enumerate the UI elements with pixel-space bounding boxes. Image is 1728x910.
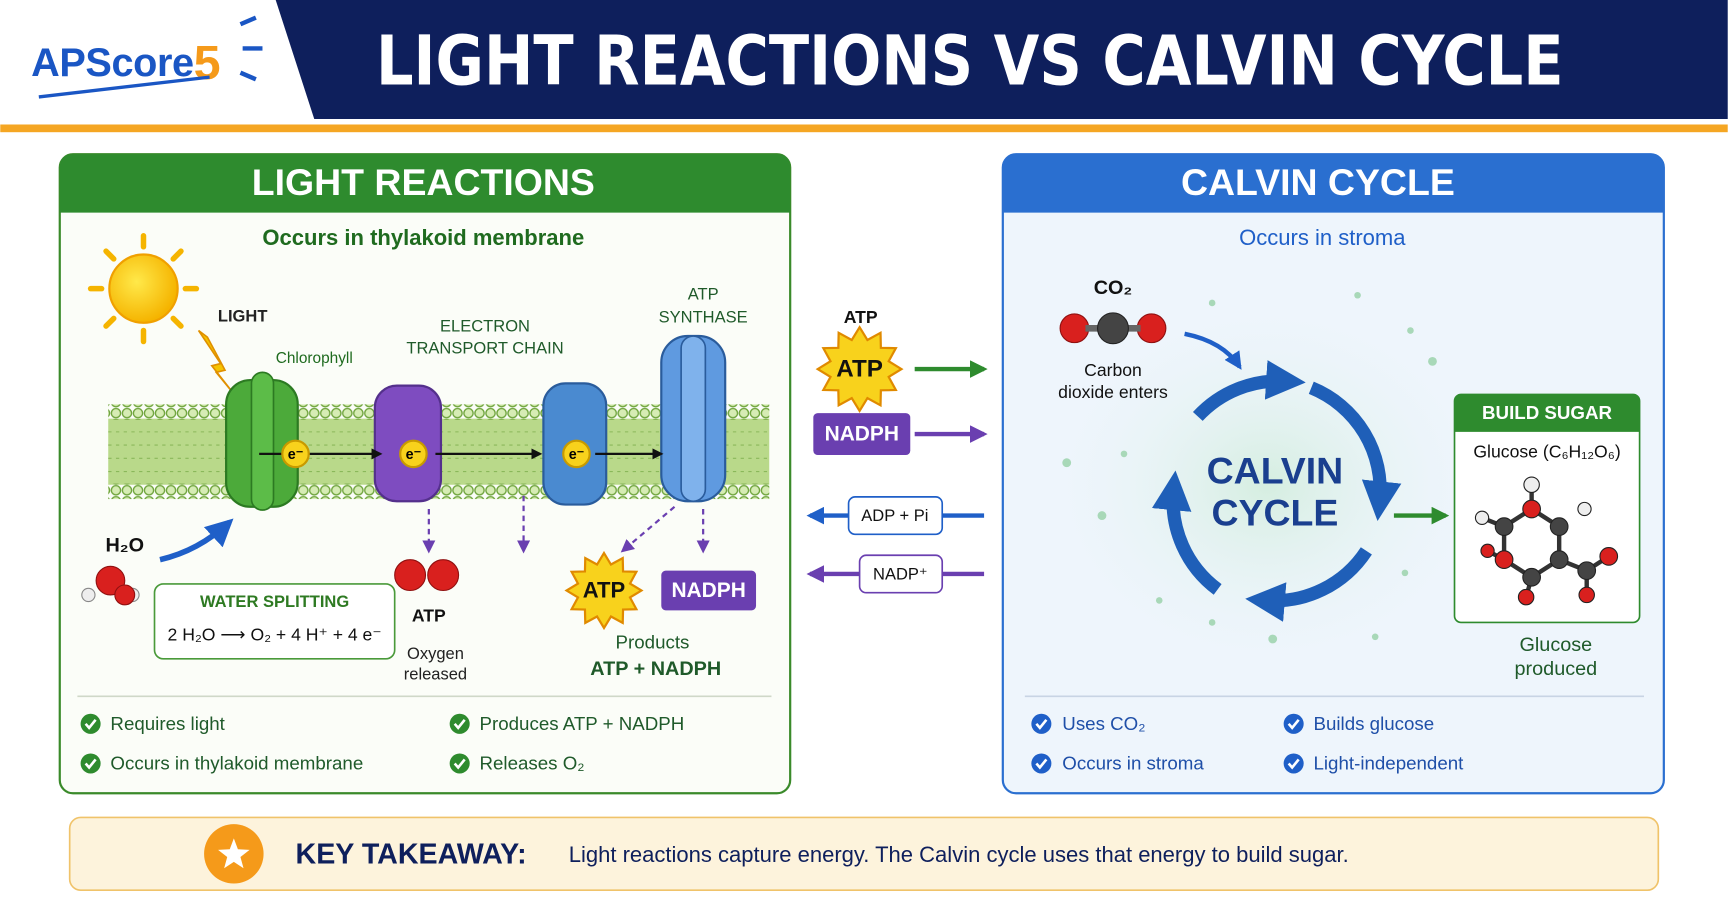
label: ATP: [688, 285, 719, 304]
badge: NADPH: [825, 423, 899, 446]
check-item: Requires light: [110, 713, 225, 734]
check-item: Occurs in stroma: [1062, 753, 1204, 774]
calvin-cycle-panel: CALVIN CYCLE Occurs in stroma CO₂ Carbon…: [1001, 153, 1665, 795]
label: CO₂: [1094, 277, 1133, 299]
badge: ATP: [836, 356, 883, 383]
label: SYNTHASE: [659, 308, 748, 327]
label: Oxygen: [407, 644, 464, 663]
burst: [218, 838, 250, 869]
label: Chlorophyll: [276, 350, 353, 367]
check-item: Produces ATP + NADPH: [480, 713, 685, 734]
transfer: ATP ATP NADPH ADP + Pi NADP⁺: [806, 307, 988, 594]
header: APScore5 LIGHT REACTIONS VS CALVIN CYCLE: [0, 0, 1728, 133]
location: Occurs in stroma: [1239, 225, 1406, 250]
electron: e⁻: [406, 447, 422, 463]
box-title: WATER SPLITTING: [200, 592, 349, 611]
electron: e⁻: [288, 447, 304, 463]
check-item: Occurs in thylakoid membrane: [110, 753, 363, 774]
burst: [564, 550, 644, 631]
electron: e⁻: [569, 447, 585, 463]
label: TRANSPORT CHAIN: [406, 339, 563, 358]
badge: ATP: [583, 577, 625, 602]
label: ELECTRON: [440, 317, 530, 336]
equation: 2 H₂O ⟶ O₂ + 4 H⁺ + 4 e⁻: [168, 624, 382, 644]
key-takeaway: KEY TAKEAWAY: Light reactions capture en…: [68, 816, 1660, 891]
cycle-label: CYCLE: [1211, 491, 1338, 533]
label: NADP⁺: [873, 564, 928, 583]
label: ATP: [844, 307, 878, 327]
takeaway-text: Light reactions capture energy. The Calv…: [569, 842, 1349, 867]
takeaway-label: KEY TAKEAWAY:: [296, 839, 527, 871]
box-title: BUILD SUGAR: [1482, 402, 1612, 423]
location: Occurs in thylakoid membrane: [262, 225, 584, 250]
badge: NADPH: [671, 579, 745, 602]
label: ATP: [412, 606, 446, 626]
label: produced: [1515, 658, 1598, 680]
label: Products: [616, 631, 690, 652]
light-reactions-panel: LIGHT REACTIONS Occurs in thylakoid memb…: [58, 153, 792, 795]
label: ADP + Pi: [861, 506, 928, 525]
check-item: Builds glucose: [1313, 713, 1434, 734]
label: ATP + NADPH: [590, 658, 721, 680]
label: dioxide enters: [1058, 382, 1168, 402]
logo: APScore5: [31, 36, 220, 90]
page-title: LIGHT REACTIONS VS CALVIN CYCLE: [376, 23, 1564, 102]
check-item: Uses CO₂: [1062, 713, 1145, 734]
logo-number: 5: [194, 36, 221, 90]
burst: [815, 325, 904, 414]
panel-title: LIGHT REACTIONS: [252, 161, 595, 203]
logo-text: APScore: [31, 42, 194, 86]
check-item: Light-independent: [1313, 753, 1464, 774]
label: H₂O: [105, 535, 144, 557]
formula: Glucose (C₆H₁₂O₆): [1473, 441, 1620, 461]
label: released: [404, 665, 467, 684]
check-item: Releases O₂: [480, 753, 585, 774]
panel-title: CALVIN CYCLE: [1181, 161, 1455, 203]
label: Glucose: [1519, 634, 1592, 656]
label: Carbon: [1084, 360, 1142, 380]
cycle-label: CALVIN: [1207, 450, 1344, 492]
label: LIGHT: [218, 307, 268, 326]
